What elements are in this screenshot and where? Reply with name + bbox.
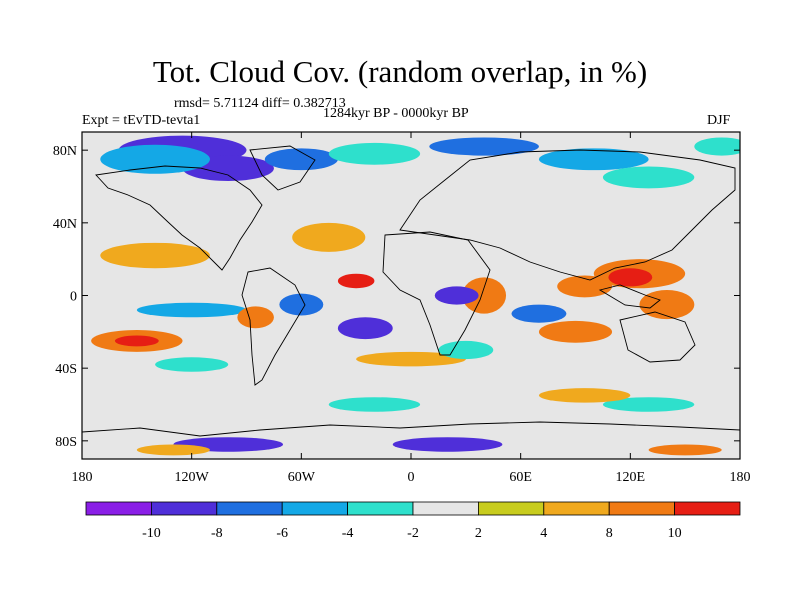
field-blob-13 — [557, 275, 613, 298]
field-blob-9 — [100, 242, 210, 269]
colorbar-label-4: -2 — [407, 526, 419, 541]
colorbar-swatch-5 — [412, 501, 479, 516]
experiment-label: Expt = tEvTD-tevta1 — [82, 113, 201, 128]
colorbar-label-6: 4 — [540, 526, 547, 541]
coastline-eurasia — [399, 149, 736, 281]
field-blob-2 — [264, 148, 338, 171]
map-field — [81, 131, 741, 460]
x-tick-label-1: 120W — [175, 470, 210, 485]
field-blob-17 — [279, 293, 324, 316]
colorbar-label-3: -4 — [342, 526, 354, 541]
field-blobs — [91, 135, 740, 456]
colorbar-swatch-1 — [150, 501, 218, 516]
field-blob-4 — [328, 142, 421, 165]
colorbar-swatch-8 — [608, 501, 676, 516]
field-blob-28 — [438, 340, 494, 360]
x-tick-label-5: 120E — [616, 470, 646, 485]
field-blob-31 — [538, 388, 631, 403]
colorbar-swatch-6 — [477, 501, 545, 516]
colorbar-swatch-2 — [216, 501, 283, 516]
colorbar-swatch-4 — [347, 501, 414, 516]
colorbar-swatch-9 — [674, 501, 741, 516]
field-blob-6 — [538, 148, 649, 171]
field-blob-26 — [356, 351, 466, 367]
y-tick-label-3: 40S — [55, 362, 77, 377]
field-blob-14 — [462, 277, 507, 314]
x-tick-label-4: 60E — [509, 470, 532, 485]
field-blob-8 — [694, 137, 740, 156]
field-blob-12 — [608, 268, 653, 287]
colorbar-label-8: 10 — [668, 526, 682, 541]
field-blob-15 — [337, 273, 375, 289]
field-blob-24 — [538, 320, 613, 343]
y-tick-label-2: 0 — [70, 290, 77, 305]
colorbar-swatch-0 — [85, 501, 152, 516]
x-tick-label-0: 180 — [72, 470, 93, 485]
x-tick-label-2: 60W — [288, 470, 316, 485]
coastline-south-america — [241, 267, 306, 386]
field-blob-27 — [155, 357, 229, 372]
season-label: DJF — [707, 113, 731, 128]
field-blob-18 — [136, 302, 247, 318]
coastline-antarctica — [82, 421, 740, 437]
x-tick-label-3: 0 — [408, 470, 415, 485]
coastline-greenland — [249, 145, 316, 191]
colorbar-label-1: -8 — [211, 526, 223, 541]
colorbar-swatch-3 — [281, 501, 349, 516]
field-blob-7 — [602, 166, 695, 189]
field-blob-16 — [434, 286, 479, 305]
field-blob-10 — [292, 222, 366, 252]
colorbar-label-0: -10 — [142, 526, 161, 541]
colorbar-label-2: -6 — [276, 526, 288, 541]
field-blob-29 — [328, 397, 421, 412]
y-tick-label-1: 40N — [53, 217, 77, 232]
period-label: 1284kyr BP - 0000kyr BP — [323, 106, 469, 121]
y-tick-label-4: 80S — [55, 435, 77, 450]
field-blob-34 — [136, 444, 210, 456]
field-blob-25 — [639, 290, 695, 320]
colorbar-label-5: 2 — [475, 526, 482, 541]
field-blob-23 — [237, 306, 274, 329]
rmsd-diff-stats: rmsd= 5.71124 diff= 0.382713 — [174, 96, 346, 111]
field-blob-35 — [648, 444, 722, 456]
field-blob-5 — [429, 137, 539, 156]
field-blob-30 — [602, 397, 695, 412]
field-blob-19 — [337, 317, 393, 340]
x-tick-labels: 180 120W 60W 0 60E 120E 180 — [72, 470, 751, 485]
coastline-maritime-continent — [598, 284, 661, 309]
y-tick-labels: 80N 40N 0 40S 80S — [53, 144, 77, 450]
x-tick-label-6: 180 — [730, 470, 751, 485]
coastlines — [82, 145, 740, 437]
field-blob-20 — [511, 304, 567, 323]
chart-title: Tot. Cloud Cov. (random overlap, in %) — [152, 54, 648, 89]
axis-ticks — [81, 132, 741, 459]
colorbar: -10 -8 -6 -4 -2 2 4 8 10 — [85, 501, 741, 541]
y-tick-label-0: 80N — [53, 144, 77, 159]
field-blob-33 — [392, 437, 503, 452]
field-blob-3 — [100, 144, 210, 174]
coastline-australia — [619, 311, 696, 363]
field-blob-22 — [114, 335, 159, 347]
coastline-north-america — [95, 165, 263, 271]
colorbar-label-7: 8 — [606, 526, 613, 541]
colorbar-swatch-7 — [543, 501, 610, 516]
